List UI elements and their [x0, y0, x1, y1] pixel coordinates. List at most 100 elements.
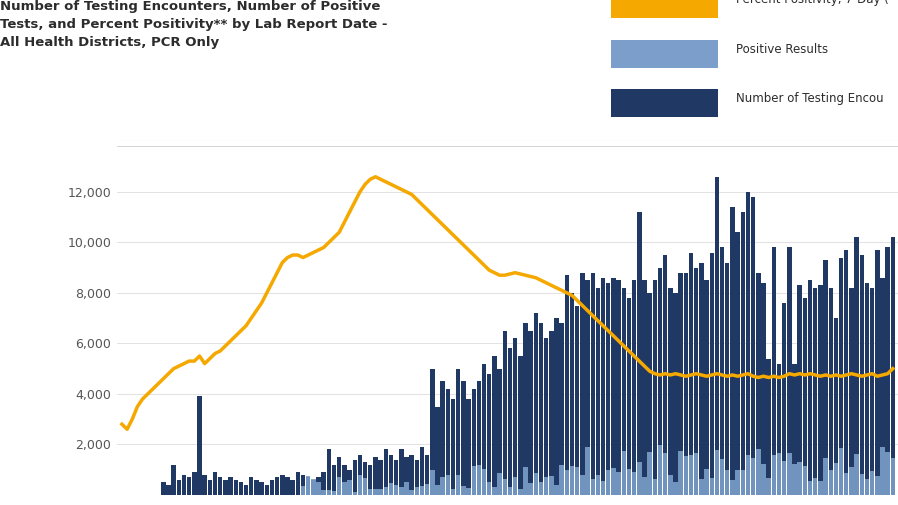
Bar [430, 369, 435, 495]
Bar [554, 485, 559, 495]
Bar [306, 476, 311, 495]
Bar [207, 480, 212, 495]
Bar [441, 381, 445, 495]
Bar [668, 475, 673, 495]
Bar [327, 449, 331, 495]
Bar [694, 453, 699, 495]
Bar [782, 303, 787, 495]
Bar [612, 278, 616, 495]
Bar [357, 475, 362, 495]
Bar [528, 483, 533, 495]
Bar [565, 275, 569, 495]
Bar [833, 318, 838, 495]
Bar [637, 462, 641, 495]
Bar [865, 479, 869, 495]
Bar [829, 288, 833, 495]
Bar [337, 457, 341, 495]
Bar [803, 466, 807, 495]
Bar [813, 478, 817, 495]
Bar [337, 477, 341, 495]
Bar [436, 485, 440, 495]
Bar [451, 399, 455, 495]
Bar [409, 454, 414, 495]
Bar [260, 482, 264, 495]
Bar [859, 474, 864, 495]
Bar [777, 364, 781, 495]
Bar [870, 471, 875, 495]
Bar [709, 252, 714, 495]
Bar [823, 260, 828, 495]
Text: Number of Testing Encou: Number of Testing Encou [736, 92, 884, 106]
Bar [720, 459, 725, 495]
Bar [466, 488, 471, 495]
Bar [730, 480, 735, 495]
Bar [368, 465, 373, 495]
Bar [233, 480, 238, 495]
Bar [797, 285, 802, 495]
Bar [585, 447, 590, 495]
Bar [213, 472, 217, 495]
Bar [570, 466, 574, 495]
Bar [249, 477, 253, 495]
Bar [394, 460, 399, 495]
Bar [539, 482, 543, 495]
Bar [327, 490, 331, 495]
Bar [492, 487, 497, 495]
Bar [357, 454, 362, 495]
Bar [363, 462, 367, 495]
Bar [813, 288, 817, 495]
Bar [689, 454, 693, 495]
Bar [342, 465, 347, 495]
Bar [788, 247, 791, 495]
Bar [533, 313, 538, 495]
Bar [601, 278, 605, 495]
Bar [735, 471, 740, 495]
Bar [528, 331, 533, 495]
Bar [507, 487, 512, 495]
Bar [885, 451, 890, 495]
Bar [612, 468, 616, 495]
Bar [441, 477, 445, 495]
Bar [689, 252, 693, 495]
Bar [880, 447, 885, 495]
Text: Positive Results: Positive Results [736, 43, 829, 56]
Bar [627, 469, 631, 495]
Bar [637, 212, 641, 495]
Bar [554, 318, 559, 495]
Bar [632, 280, 637, 495]
Bar [585, 280, 590, 495]
Bar [415, 460, 419, 495]
Bar [876, 476, 879, 495]
Bar [482, 364, 487, 495]
Bar [658, 268, 662, 495]
Bar [492, 356, 497, 495]
Bar [224, 480, 227, 495]
Bar [311, 479, 315, 495]
Bar [348, 470, 352, 495]
Bar [575, 306, 579, 495]
Bar [269, 480, 274, 495]
Bar [823, 458, 828, 495]
Bar [880, 278, 885, 495]
Bar [286, 477, 290, 495]
Bar [694, 268, 699, 495]
Bar [389, 454, 393, 495]
Bar [683, 273, 688, 495]
Bar [415, 487, 419, 495]
Bar [301, 475, 305, 495]
Bar [891, 458, 895, 495]
Bar [725, 470, 729, 495]
Bar [725, 263, 729, 495]
Bar [751, 197, 755, 495]
Bar [611, 89, 718, 117]
Bar [621, 288, 626, 495]
Bar [808, 280, 813, 495]
Bar [844, 473, 849, 495]
Bar [679, 273, 682, 495]
Bar [477, 381, 481, 495]
Bar [606, 283, 611, 495]
Bar [616, 472, 621, 495]
Bar [166, 485, 171, 495]
Bar [647, 452, 652, 495]
Bar [818, 285, 823, 495]
